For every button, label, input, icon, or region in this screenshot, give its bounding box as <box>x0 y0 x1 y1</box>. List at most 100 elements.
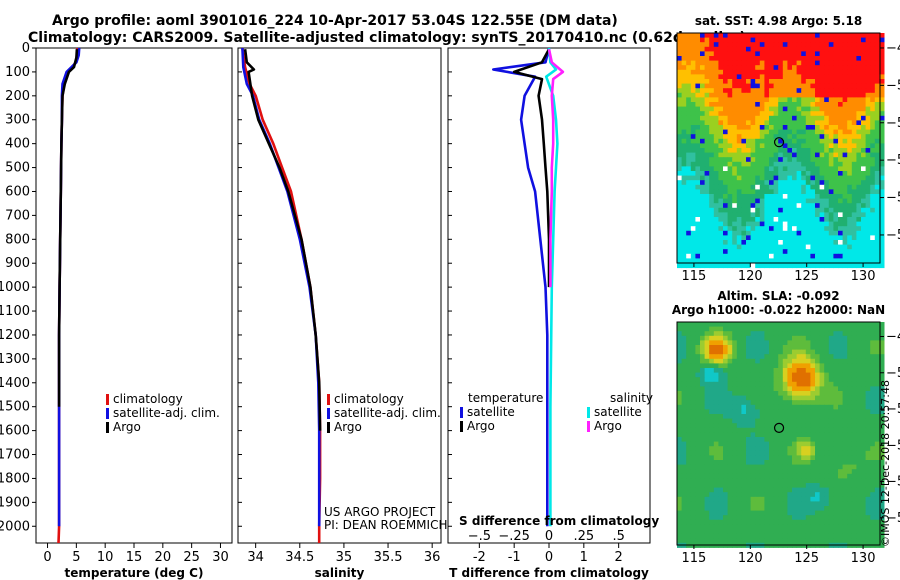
sst_map-cell <box>677 194 683 200</box>
sst_map-cell <box>727 258 733 264</box>
sst_map-cell <box>713 138 719 144</box>
sst_map-cell <box>773 244 779 250</box>
sst_map-cell <box>782 92 788 98</box>
sst_map-cell <box>879 143 885 149</box>
sst_map-cell <box>833 106 839 112</box>
sla_map-cell <box>787 414 793 420</box>
sst_map-cell <box>778 92 784 98</box>
sla_map-cell <box>842 395 848 401</box>
sst_map-cell <box>870 83 876 89</box>
sst_map-cell <box>778 97 784 103</box>
sla_map-cell <box>842 400 848 406</box>
sst_map-cell <box>769 184 775 190</box>
sla_map-cell <box>801 529 807 535</box>
sla_map-cell <box>746 391 752 397</box>
sla_map-cell <box>842 432 848 438</box>
sst_map-cell <box>801 263 807 269</box>
sla_map-cell <box>801 331 807 337</box>
sla_map-cell <box>879 400 885 406</box>
sla_map-cell <box>792 427 798 433</box>
sst_map-cell <box>741 189 747 195</box>
sst_map-cell <box>819 175 825 181</box>
sla_map-cell <box>677 395 683 401</box>
sla_map-cell <box>690 510 696 516</box>
sla_map-cell <box>736 506 742 512</box>
sst_map-cell <box>805 253 811 259</box>
sst_map-cell <box>874 79 880 85</box>
sla_map-cell <box>723 487 729 493</box>
sla_map-cell <box>856 409 862 415</box>
sla_map-cell <box>681 533 687 539</box>
sla_map-cell <box>787 368 793 374</box>
sst_map-cell <box>709 253 715 259</box>
sst_map-cell <box>833 263 839 269</box>
sst_map-cell <box>856 263 862 269</box>
sst_map-cell <box>810 106 816 112</box>
sst_map-cell <box>713 171 719 177</box>
sla_map-cell <box>782 538 788 544</box>
sla_map-cell <box>709 524 715 530</box>
sla_map-cell <box>792 501 798 507</box>
sla_map-cell <box>861 363 867 369</box>
sst_map-cell <box>718 69 724 75</box>
sst_map-cell <box>736 102 742 108</box>
sst_map-cell <box>746 194 752 200</box>
sst_map-cell <box>810 235 816 241</box>
sst_map-cell <box>704 263 710 269</box>
sst_map-cell <box>746 92 752 98</box>
sla_map-cell <box>727 391 733 397</box>
sla_map-cell <box>681 409 687 415</box>
sst_map-cell <box>819 79 825 85</box>
sst_map-cell <box>828 125 834 131</box>
sst_map-cell <box>713 92 719 98</box>
sst_map-cell <box>759 51 765 57</box>
sla_map-cell <box>865 400 871 406</box>
sla_map-cell <box>769 372 775 378</box>
sst_map-cell <box>732 83 738 89</box>
sst_map-cell <box>732 106 738 112</box>
sst_map-cell <box>824 171 830 177</box>
sst_map-cell <box>828 65 834 71</box>
sst_map-cell <box>870 189 876 195</box>
sst_map-cell <box>810 69 816 75</box>
sla_map-cell <box>695 409 701 415</box>
sst_map-cell <box>690 157 696 163</box>
sla_map-cell <box>805 455 811 461</box>
sla_map-cell <box>838 349 844 355</box>
sla_map-cell <box>773 414 779 420</box>
sla_map-cell <box>815 510 821 516</box>
sla_map-cell <box>741 478 747 484</box>
sst_map-cell <box>686 102 692 108</box>
sst_map-cell <box>819 129 825 135</box>
sst_map-cell <box>769 74 775 80</box>
sla_map-cell <box>856 510 862 516</box>
sla_map-cell <box>815 414 821 420</box>
sla_map-cell <box>874 322 880 328</box>
sst_map-cell <box>847 65 853 71</box>
sst_map-cell <box>833 111 839 117</box>
sla_map-cell <box>764 391 770 397</box>
sla_map-cell <box>815 506 821 512</box>
sla_map-cell <box>700 510 706 516</box>
sla_map-cell <box>842 492 848 498</box>
sla_map-cell <box>690 386 696 392</box>
sst_map-cell <box>755 253 761 259</box>
sst_map-cell <box>815 175 821 181</box>
sst_map-cell <box>782 46 788 52</box>
sst_map-cell <box>773 138 779 144</box>
sla_map-cell <box>787 506 793 512</box>
sst_map-cell <box>815 253 821 259</box>
sst_map-cell <box>769 83 775 89</box>
sst_map-cell <box>810 157 816 163</box>
sst_map-cell <box>792 129 798 135</box>
sst_map-cell <box>833 143 839 149</box>
sla_map-cell <box>796 455 802 461</box>
sla_map-cell <box>810 427 816 433</box>
sla_map-cell <box>690 460 696 466</box>
sla_map-cell <box>842 519 848 525</box>
sla_map-cell <box>833 368 839 374</box>
sla_map-cell <box>709 354 715 360</box>
sst_map-cell <box>787 138 793 144</box>
sst_map-cell <box>764 69 770 75</box>
sla_map-cell <box>879 519 885 525</box>
